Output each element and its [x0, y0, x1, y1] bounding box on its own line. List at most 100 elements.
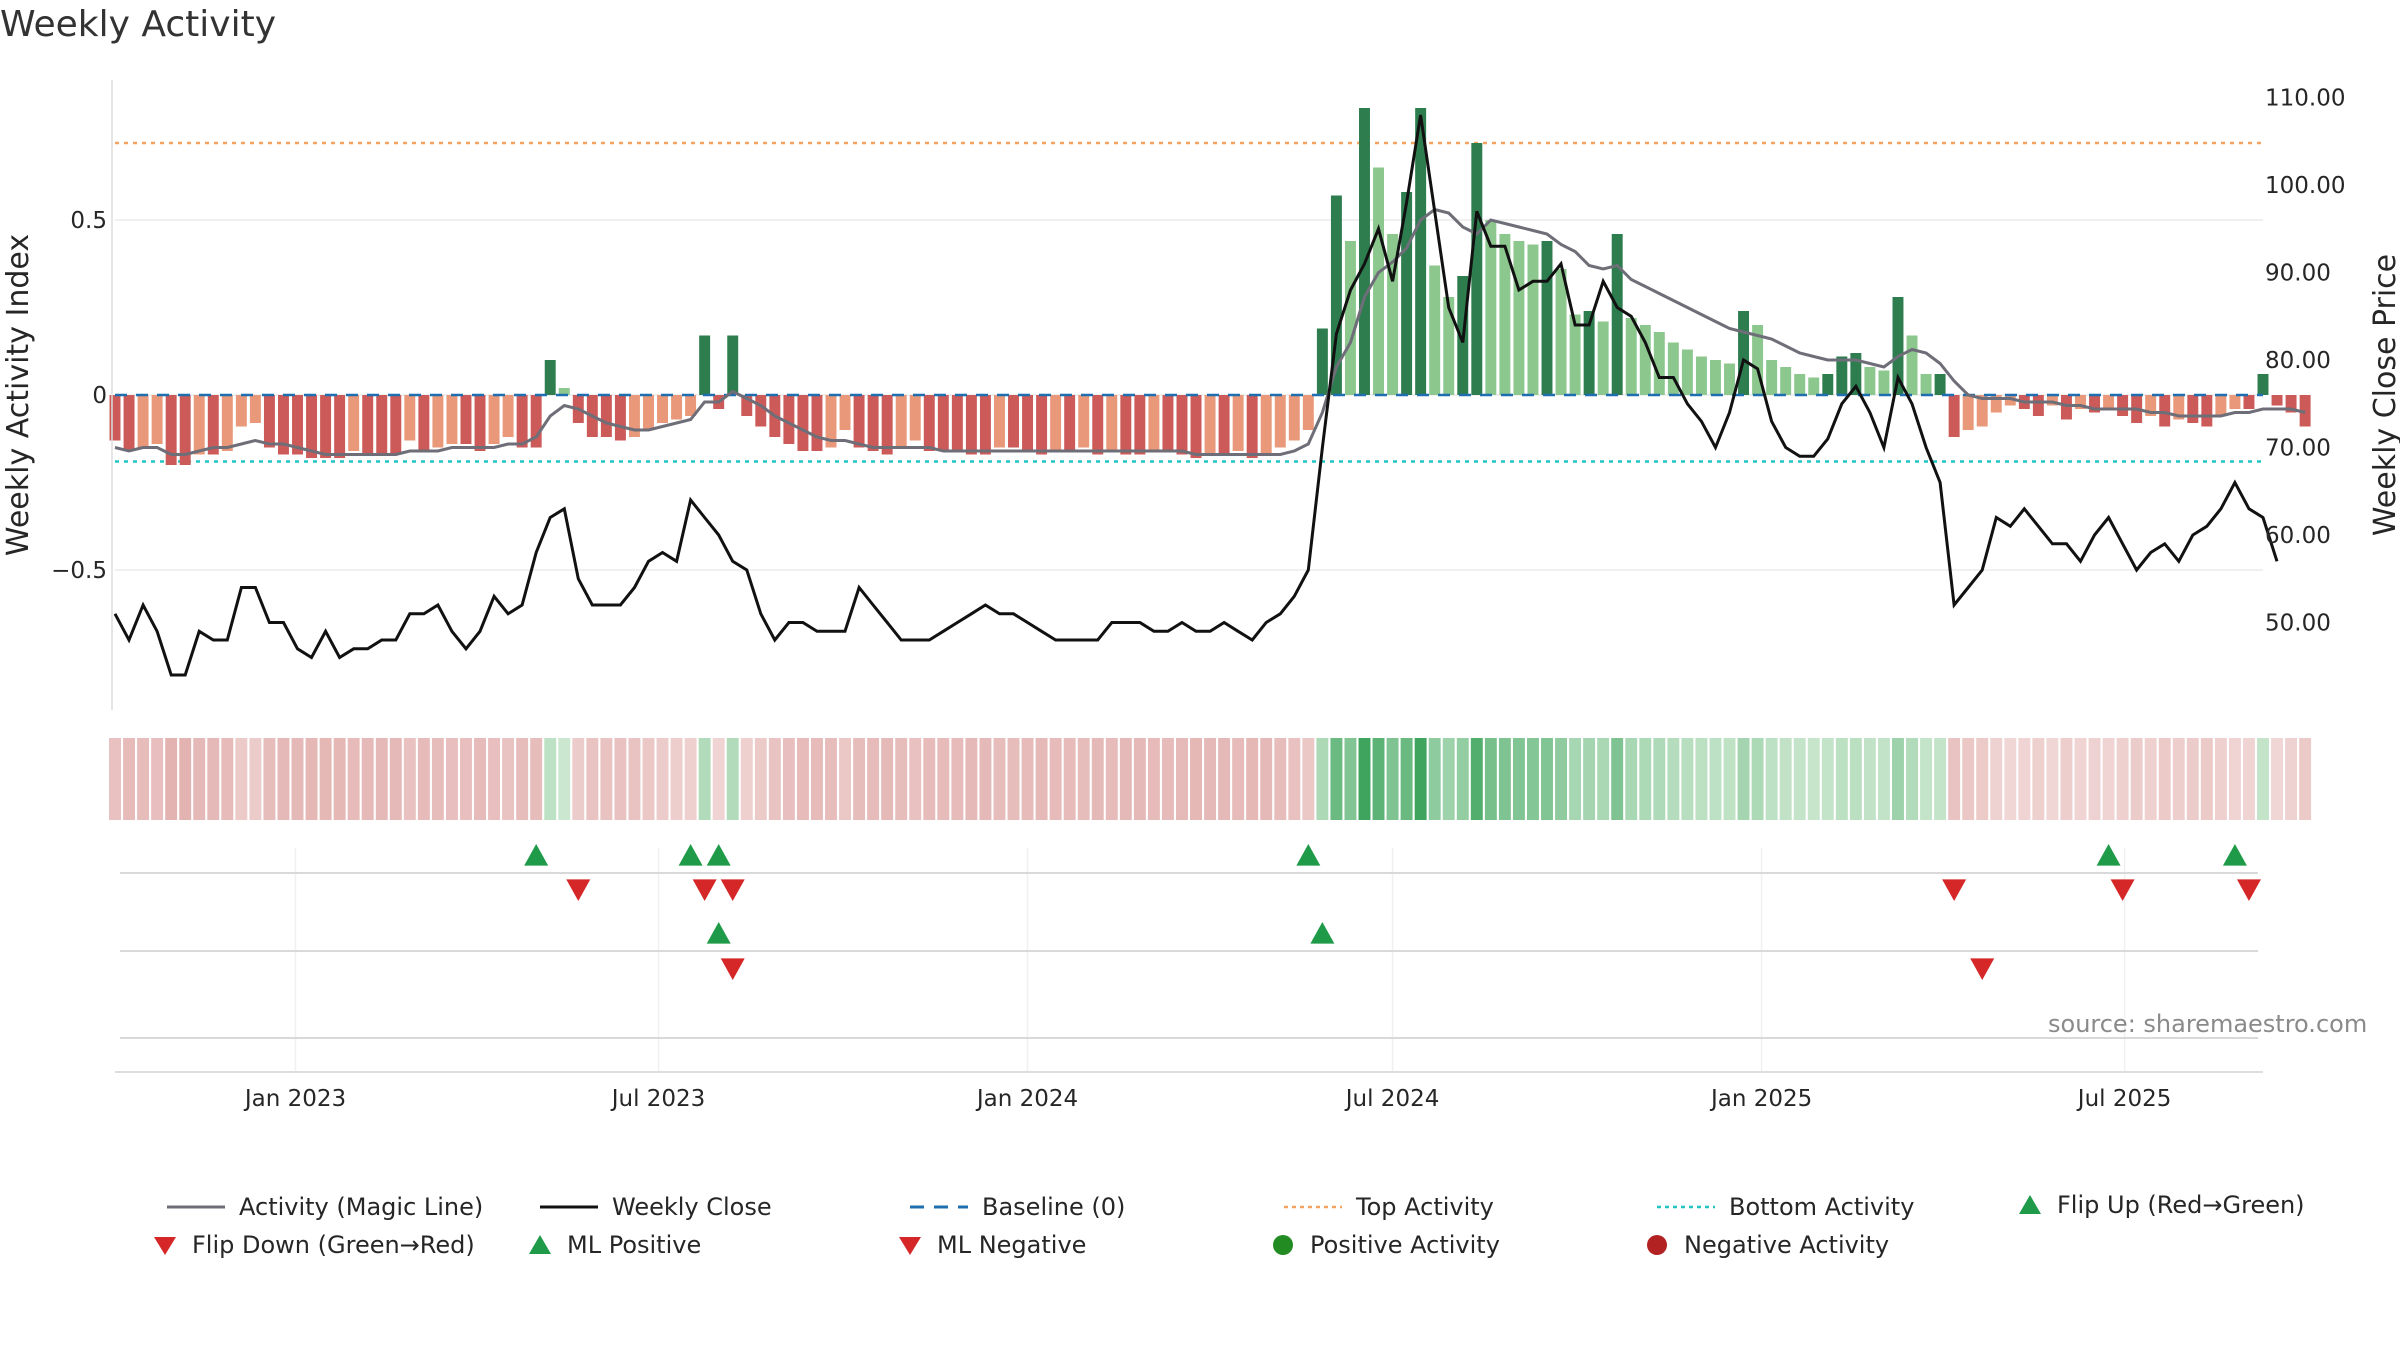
heat-strip-cell	[1611, 738, 1624, 820]
activity-bar	[1288, 395, 1300, 441]
activity-bar	[2173, 395, 2185, 420]
activity-bar	[1934, 374, 1946, 395]
activity-bar	[221, 395, 233, 451]
y-axis-label: Weekly Activity Index	[1, 234, 36, 556]
heat-strip-cell	[151, 738, 164, 820]
activity-bar	[1401, 192, 1413, 395]
heat-strip-cell	[137, 738, 150, 820]
activity-bar	[657, 395, 669, 423]
activity-bar	[1639, 325, 1651, 395]
y-tick-label: −0.5	[51, 558, 107, 584]
heat-strip-cell	[249, 738, 262, 820]
ml-positive-marker	[1310, 922, 1335, 944]
activity-bar	[123, 395, 135, 451]
activity-bar	[699, 335, 711, 395]
heat-strip-cell	[895, 738, 908, 820]
flip-down-marker	[692, 879, 717, 901]
heat-strip-cell	[993, 738, 1006, 820]
heat-strip-cell	[1892, 738, 1904, 820]
activity-bar	[320, 395, 332, 458]
activity-bar	[755, 395, 767, 427]
activity-bar	[2299, 395, 2311, 427]
activity-bar	[1569, 314, 1581, 395]
heat-strip-cell	[600, 738, 613, 820]
heat-strip-cell	[1442, 738, 1455, 820]
heat-strip-cell	[2271, 738, 2284, 820]
heat-strip-cell	[389, 738, 402, 820]
activity-bar	[1148, 395, 1160, 451]
source-credit: source: sharemaestro.com	[2048, 1010, 2368, 1038]
x-tick-label: Jul 2023	[610, 1086, 706, 1112]
activity-bar	[1485, 220, 1497, 395]
heat-strip-cell	[2186, 738, 2199, 820]
heat-strip-cell	[642, 738, 655, 820]
activity-bar	[390, 395, 402, 455]
activity-bar	[614, 395, 626, 441]
activity-bar	[1022, 395, 1034, 451]
y-tick-label: 0.5	[70, 208, 107, 234]
heat-strip-cell	[965, 738, 978, 820]
activity-bar	[1330, 195, 1342, 395]
heat-strip-cell	[2299, 738, 2312, 820]
activity-bar	[1316, 328, 1328, 395]
activity-bar	[811, 395, 823, 451]
activity-bar	[1976, 395, 1988, 427]
heat-strip-cell	[179, 738, 192, 820]
activity-bar	[2229, 395, 2241, 409]
activity-bar	[1176, 395, 1188, 455]
activity-bar	[1583, 311, 1595, 395]
activity-bar	[1344, 241, 1356, 395]
activity-bar	[235, 395, 247, 427]
activity-bar	[1780, 367, 1792, 395]
ml-negative-marker	[1970, 958, 1995, 980]
heat-strip-cell	[1161, 738, 1174, 820]
y2-tick-label: 100.00	[2265, 173, 2345, 199]
activity-bar	[1724, 363, 1735, 395]
heat-strip-cell	[656, 738, 669, 820]
activity-bar	[2089, 395, 2101, 413]
heat-strip-cell	[1962, 738, 1975, 820]
heat-strip-cell	[881, 738, 894, 820]
heat-strip-cell	[726, 738, 739, 820]
heat-strip-cell	[474, 738, 486, 820]
activity-bar	[881, 395, 893, 455]
activity-bar	[1050, 395, 1062, 451]
heat-strip-cell	[1344, 738, 1357, 820]
heat-strip-cell	[2102, 738, 2115, 820]
activity-bar	[516, 395, 528, 448]
activity-bar	[2075, 395, 2086, 409]
heat-strip-cell	[1498, 738, 1511, 820]
activity-bar	[2271, 395, 2283, 406]
heat-strip-cell	[1358, 738, 1371, 820]
heat-strip-cell	[2046, 738, 2059, 820]
activity-bar	[923, 395, 935, 451]
activity-bar	[1162, 395, 1174, 451]
activity-bar	[909, 395, 921, 441]
activity-bar	[1892, 297, 1904, 395]
activity-bar	[1204, 395, 1216, 455]
heat-strip-cell	[2032, 738, 2045, 820]
activity-bar	[1709, 360, 1721, 395]
flip-marker-rows	[120, 844, 2261, 1039]
activity-bar	[1246, 395, 1258, 458]
activity-bar	[1794, 374, 1806, 395]
heat-strip-cell	[1681, 738, 1694, 820]
y2-axis-label: Weekly Close Price	[2368, 254, 2400, 536]
activity-bar	[1471, 143, 1483, 395]
heat-strip-cell	[1821, 738, 1834, 820]
activity-bar	[600, 395, 612, 437]
heat-strip-cell	[263, 738, 276, 820]
heat-strip-cell	[1049, 738, 1062, 820]
activity-bar	[867, 395, 879, 451]
heat-strip-cell	[1849, 738, 1862, 820]
flip-up-marker	[524, 844, 549, 866]
flip-up-marker	[1296, 844, 1321, 866]
heat-strip-cell	[1204, 738, 1217, 820]
activity-bar	[277, 395, 289, 455]
flip-down-marker	[1942, 879, 1967, 901]
activity-bar	[1527, 244, 1539, 395]
heat-strip-cell	[1990, 738, 2003, 820]
heat-strip-cell	[291, 738, 304, 820]
heat-strip-cell	[670, 738, 683, 820]
activity-bar	[263, 395, 275, 448]
